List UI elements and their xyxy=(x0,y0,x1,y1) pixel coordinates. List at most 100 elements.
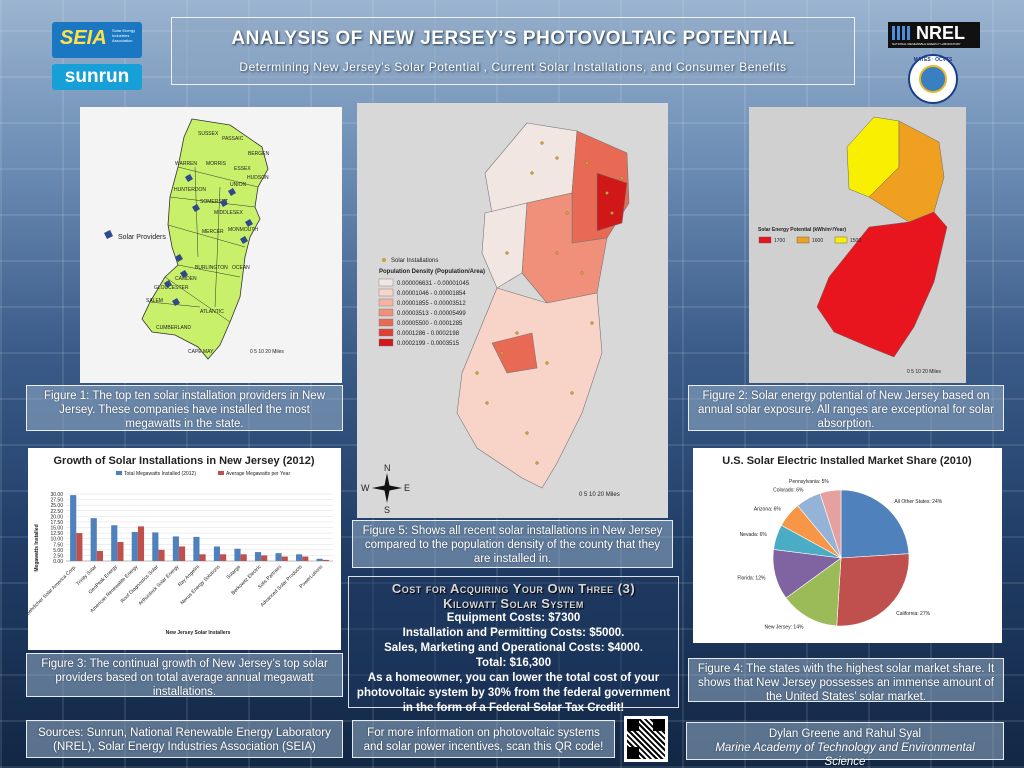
compass-north: N xyxy=(384,463,391,473)
bar-chart-legend: Total Megawatts Installed (2012) Average… xyxy=(116,471,290,477)
density-swatch xyxy=(378,278,394,287)
bar xyxy=(158,549,165,561)
map1-label-mercer: MERCER xyxy=(202,229,224,235)
density-range-label: 0.0001286 - 0.0002198 xyxy=(397,331,460,337)
map1-label-bergen: BERGEN xyxy=(248,151,270,157)
sunrun-logo: sunrun xyxy=(52,64,142,90)
pie-chart-svg: U.S. Solar Electric Installed Market Sha… xyxy=(722,455,972,630)
qr-code-icon[interactable] xyxy=(624,716,668,762)
bar-chart-ytick: 20.00 xyxy=(50,514,63,520)
pie-slice-label: Florida: 12% xyxy=(737,575,766,581)
bar-chart-xlabel: New Jersey Solar Installers xyxy=(166,630,231,636)
map3-zone-1700 xyxy=(816,211,948,358)
map1-label-middlesex: MIDDLESEX xyxy=(214,210,244,216)
bar-chart-ytick: 17.50 xyxy=(50,520,63,526)
bar xyxy=(70,495,77,561)
map1-label-atlantic: ATLANTIC xyxy=(200,309,224,315)
density-range-label: 0.00001046 - 0.00001854 xyxy=(397,291,466,297)
bar-chart-ytick: 25.00 xyxy=(50,503,63,509)
pie-slice-label: Arizona: 6% xyxy=(754,506,782,512)
cost-box: Cost for Acquiring Your Own Three (3) Ki… xyxy=(348,576,679,714)
caption-fig5: Figure 5: Shows all recent solar install… xyxy=(352,520,673,568)
authors-names: Dylan Greene and Rahul Syal xyxy=(768,728,922,740)
density-swatch xyxy=(378,308,394,317)
bar xyxy=(131,531,138,561)
authors-box: Dylan Greene and Rahul Syal Marine Acade… xyxy=(686,722,1004,768)
bar xyxy=(178,546,186,561)
map2-urban-core xyxy=(596,172,628,232)
sunrun-logo-text: sunrun xyxy=(64,66,130,87)
map1-label-camden: CAMDEN xyxy=(175,276,197,282)
bar-chart-ylabel: Megawatts Installed xyxy=(34,524,40,571)
pie-slice xyxy=(819,489,842,559)
map1-label-gloucester: GLOUCESTER xyxy=(154,285,189,291)
legend-label-total: Total Megawatts Installed (2012) xyxy=(124,471,196,477)
bar-chart-ytick: 7.50 xyxy=(53,542,63,548)
potential-label: 1500 xyxy=(850,238,861,244)
map1-label-monmouth: MONMOUTH xyxy=(228,227,258,233)
caption-fig4: Figure 4: The states with the highest so… xyxy=(688,658,1004,703)
bar xyxy=(261,555,268,561)
map1-label-somerset: SOMERSET xyxy=(200,199,228,205)
pie-slice-label: California: 27% xyxy=(896,611,930,617)
map1-scale-bar: 0 5 10 20 Miles xyxy=(250,349,284,355)
pie-slice-label: Colorado: 6% xyxy=(773,488,804,494)
density-range-label: 0.00001855 - 0.00003512 xyxy=(397,301,466,307)
nrel-logo-subtext: NATIONAL RENEWABLE ENERGY LABORATORY xyxy=(892,42,961,46)
bar-chart-xtick: Roof Diagnostics Solar xyxy=(120,564,160,604)
bar-chart-xtick: Solarge xyxy=(226,564,243,581)
mates-seal: MATES · OCVTS xyxy=(908,54,958,104)
potential-swatch xyxy=(796,236,810,244)
bar-chart-ytick: 30.00 xyxy=(50,492,63,498)
bar xyxy=(213,546,221,561)
bar xyxy=(296,554,303,561)
bar xyxy=(322,559,329,561)
cost-heading-2: Kilowatt Solar System xyxy=(443,596,584,611)
bar xyxy=(172,536,179,561)
bar-chart-svg: Growth of Solar Installations in New Jer… xyxy=(25,455,333,636)
map-solar-providers: SUSSEX PASSAIC BERGEN WARREN MORRIS ESSE… xyxy=(80,107,342,383)
potential-swatch xyxy=(834,236,848,244)
density-range-label: 0.0002199 - 0.0003515 xyxy=(397,341,460,347)
map1-label-salem: SALEM xyxy=(146,298,163,304)
bar xyxy=(281,556,288,561)
map3-svg: Solar Energy Potential (kWh/m²/Year) 170… xyxy=(758,116,948,375)
bar xyxy=(96,550,103,561)
compass-west: W xyxy=(361,483,370,493)
poster-title: ANALYSIS OF NEW JERSEY’S PHOTOVOLTAIC PO… xyxy=(231,28,795,49)
bar-chart-xtick: Advanced Solar Products xyxy=(259,564,303,608)
solar-installation-legend-icon xyxy=(382,258,386,262)
map1-label-cape-may: CAPE MAY xyxy=(188,349,214,355)
bar-chart-ytick: 10.00 xyxy=(50,537,63,543)
cost-total: Total: $16,300 xyxy=(475,657,552,669)
map3-scale-bar: 0 5 10 20 Miles xyxy=(907,369,941,375)
bar-chart-ytick: 15.00 xyxy=(50,526,63,532)
bar-chart-panel: Growth of Solar Installations in New Jer… xyxy=(25,448,341,650)
cost-sales: Sales, Marketing and Operational Costs: … xyxy=(384,642,643,654)
bar xyxy=(90,518,97,561)
nrel-logo-grid-icon xyxy=(892,26,910,40)
bar-chart-title: Growth of Solar Installations in New Jer… xyxy=(53,455,314,467)
legend-swatch-average xyxy=(218,471,224,475)
solar-provider-legend-icon xyxy=(104,230,113,239)
bar xyxy=(240,554,247,561)
cost-equipment: Equipment Costs: $7300 xyxy=(446,612,581,624)
compass-east: E xyxy=(404,483,410,493)
qr-info-box: For more information on photovoltaic sys… xyxy=(352,720,615,758)
bar-chart-ytick: 12.50 xyxy=(50,531,63,537)
bar xyxy=(152,532,159,561)
map3-level-list: 1700 1600 1500 xyxy=(758,236,861,244)
sources-box: Sources: Sunrun, National Renewable Ener… xyxy=(26,720,343,758)
map2-legend: Solar Installations Population Density (… xyxy=(379,258,485,275)
pie-slice xyxy=(840,489,910,559)
bar xyxy=(302,556,309,561)
map1-label-ocean: OCEAN xyxy=(232,265,250,271)
compass-south: S xyxy=(384,505,390,515)
density-swatch xyxy=(378,328,394,337)
bar xyxy=(76,533,83,561)
seia-logo: SEIA Solar Energy Industries Association xyxy=(52,22,142,58)
bar-chart-ytick: 22.50 xyxy=(50,509,63,515)
bar-chart-xtick: Arthurdock Solar Energy xyxy=(138,564,181,607)
density-swatch xyxy=(378,338,394,347)
density-swatch xyxy=(378,318,394,327)
